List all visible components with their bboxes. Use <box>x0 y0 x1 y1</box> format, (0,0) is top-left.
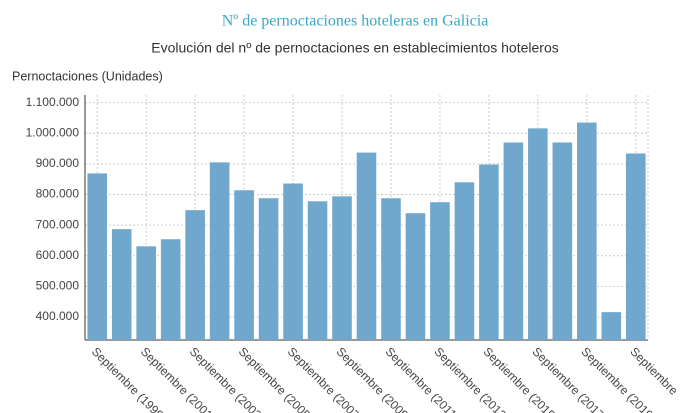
bar <box>160 239 181 340</box>
bar <box>503 142 524 340</box>
bar <box>528 128 548 340</box>
y-axis-label: Pernoctaciones (Unidades) <box>12 69 163 83</box>
bar <box>87 173 108 340</box>
bar <box>381 198 401 340</box>
bar <box>332 196 352 340</box>
y-tick-label: 800.000 <box>36 187 80 201</box>
bar <box>209 162 230 340</box>
y-tick-label: 1.100.000 <box>26 95 80 109</box>
x-tick-label: Septiembre <box>627 344 681 398</box>
bar <box>307 201 328 340</box>
bar <box>454 182 475 340</box>
y-tick-label: 700.000 <box>36 217 80 231</box>
bar <box>136 246 156 340</box>
bar <box>258 198 279 340</box>
chart-subtitle: Evolución del nº de pernoctaciones en es… <box>151 40 558 56</box>
bar <box>283 183 303 340</box>
bar <box>601 312 622 340</box>
bar <box>625 153 646 340</box>
chart-title: Nº de pernoctaciones hoteleras en Galici… <box>222 13 489 30</box>
bar <box>111 229 132 340</box>
y-tick-label: 400.000 <box>36 309 80 323</box>
bar <box>430 202 450 340</box>
y-tick-label: 600.000 <box>36 248 80 262</box>
bar <box>185 210 205 340</box>
bar <box>577 122 597 340</box>
y-tick-label: 1.000.000 <box>26 125 80 139</box>
bar <box>552 142 573 340</box>
y-tick-label: 900.000 <box>36 156 80 170</box>
bar <box>356 152 377 340</box>
bar <box>479 164 499 340</box>
bar <box>234 190 254 340</box>
bar <box>405 213 426 340</box>
y-tick-label: 500.000 <box>36 279 80 293</box>
